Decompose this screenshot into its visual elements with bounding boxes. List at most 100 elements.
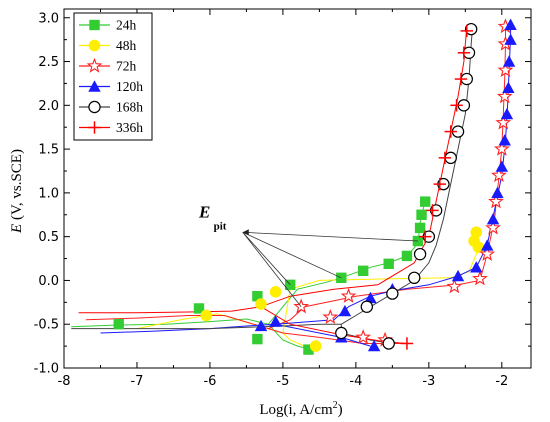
- epit-arrow-0: [242, 232, 291, 286]
- data-point-0-7: [401, 250, 413, 262]
- data-point-0-1: [193, 303, 205, 314]
- legend-label-1: 48h: [116, 38, 137, 53]
- data-point-1-6: [472, 241, 485, 253]
- epit-arrow-3: [242, 231, 418, 242]
- data-point-3-4: [364, 291, 377, 304]
- plot-frame: [63, 8, 532, 369]
- data-point-2-6: [472, 270, 488, 286]
- y-tick-label: 3.0: [38, 11, 59, 26]
- y-tick-label: 0.5: [38, 230, 59, 245]
- x-tick-label: -3: [422, 374, 435, 389]
- data-point-4-1: [360, 300, 374, 313]
- x-tick-label: -2: [495, 374, 508, 389]
- data-point-5-4: [438, 151, 452, 165]
- data-point-3-15: [502, 81, 515, 94]
- data-point-5-9: [460, 24, 473, 38]
- epit-arrow-2: [242, 232, 302, 307]
- epit-label: E: [198, 202, 210, 221]
- data-point-0-2: [252, 291, 263, 302]
- data-point-0-5: [357, 265, 369, 277]
- data-point-3-1: [269, 315, 282, 327]
- data-point-3-14: [500, 107, 514, 120]
- x-tick-label: -8: [58, 374, 71, 389]
- data-point-3-9: [481, 239, 494, 251]
- data-point-5-6: [450, 99, 463, 112]
- axis-ticks: -8 -7 -6 -5 -4 -3 -2 -1.0 -0.5 0.0 0.5 1.0 1.5 2.0 2.5…: [34, 9, 531, 389]
- data-point-1-2: [269, 286, 282, 298]
- series-return-line-3: [275, 323, 371, 347]
- data-point-3-17: [504, 33, 517, 45]
- data-point-3-18: [504, 18, 517, 30]
- data-point-5-8: [457, 46, 471, 59]
- data-point-3-12: [495, 160, 509, 172]
- y-tick-label: 1.5: [38, 143, 59, 158]
- x-tick-label: -7: [130, 374, 143, 389]
- data-point-0-10: [416, 209, 427, 220]
- y-tick-label: -0.5: [34, 318, 59, 333]
- data-point-3-6: [451, 269, 465, 282]
- legend-label-2: 72h: [116, 59, 137, 74]
- y-tick-label: 2.5: [38, 55, 59, 70]
- legend-marker-0: [89, 19, 100, 31]
- legend: 24h 48h 72h 120h 168h 336h: [73, 12, 153, 141]
- data-point-1-5: [470, 226, 483, 239]
- data-point-1-1: [255, 298, 267, 310]
- data-point-2-7: [479, 245, 496, 261]
- data-point-5-5: [444, 125, 457, 138]
- data-point-0-13: [303, 344, 314, 355]
- data-point-2-13: [496, 88, 513, 104]
- data-point-5-3: [433, 177, 446, 191]
- data-point-3-7: [470, 261, 483, 273]
- legend-label-5: 336h: [116, 120, 143, 135]
- data-point-3-3: [338, 304, 352, 317]
- data-point-4-2: [386, 287, 399, 300]
- data-point-5-1: [418, 230, 432, 243]
- data-point-3-0: [254, 319, 268, 332]
- legend-marker-4: [88, 100, 101, 114]
- data-point-2-8: [485, 219, 501, 235]
- legend-marker-1: [88, 39, 101, 52]
- legend-marker-2: [86, 57, 103, 73]
- data-point-0-6: [383, 258, 394, 270]
- data-point-0-12: [252, 333, 263, 345]
- data-point-3-11: [491, 186, 504, 199]
- data-point-2-3: [355, 329, 372, 345]
- epit-subscript: pit: [214, 221, 227, 233]
- data-point-2-11: [493, 140, 510, 156]
- legend-label-3: 120h: [116, 79, 143, 94]
- legend-label-4: 168h: [116, 100, 143, 115]
- legend-marker-5: [88, 121, 101, 134]
- data-point-4-14: [464, 22, 478, 36]
- epit-arrow-1: [242, 231, 342, 279]
- data-point-2-12: [495, 114, 512, 130]
- series-return-line-1: [282, 332, 305, 347]
- epit-arrow-head: [242, 229, 249, 236]
- data-point-4-5: [413, 247, 427, 261]
- data-point-3-8: [367, 339, 381, 352]
- data-point-3-10: [486, 212, 500, 225]
- legend-label-0: 24h: [116, 18, 137, 33]
- data-point-5-0: [400, 337, 414, 350]
- y-axis-title: E (V, vs.SCE): [9, 149, 25, 234]
- y-tick-label: 2.0: [38, 99, 59, 114]
- plot-border: [63, 8, 532, 369]
- data-point-1-0: [200, 309, 213, 322]
- data-point-2-10: [491, 167, 507, 183]
- data-point-0-11: [419, 196, 431, 207]
- series-return-line-2: [268, 328, 407, 344]
- data-point-1-3: [309, 340, 322, 352]
- legend-box: [73, 12, 153, 141]
- x-tick-label: -5: [276, 374, 289, 389]
- data-point-5-7: [454, 72, 468, 86]
- data-point-4-0: [335, 326, 348, 340]
- series-line-0: [71, 199, 426, 328]
- y-tick-label: 1.0: [38, 186, 59, 201]
- x-axis-title: Log(i, A/cm2): [259, 400, 342, 418]
- data-point-0-0: [113, 319, 124, 330]
- data-point-3-16: [502, 55, 516, 67]
- data-point-4-4: [408, 271, 421, 285]
- x-tick-label: -4: [349, 374, 362, 389]
- x-tick-label: -6: [203, 374, 216, 389]
- data-point-2-9: [488, 193, 504, 209]
